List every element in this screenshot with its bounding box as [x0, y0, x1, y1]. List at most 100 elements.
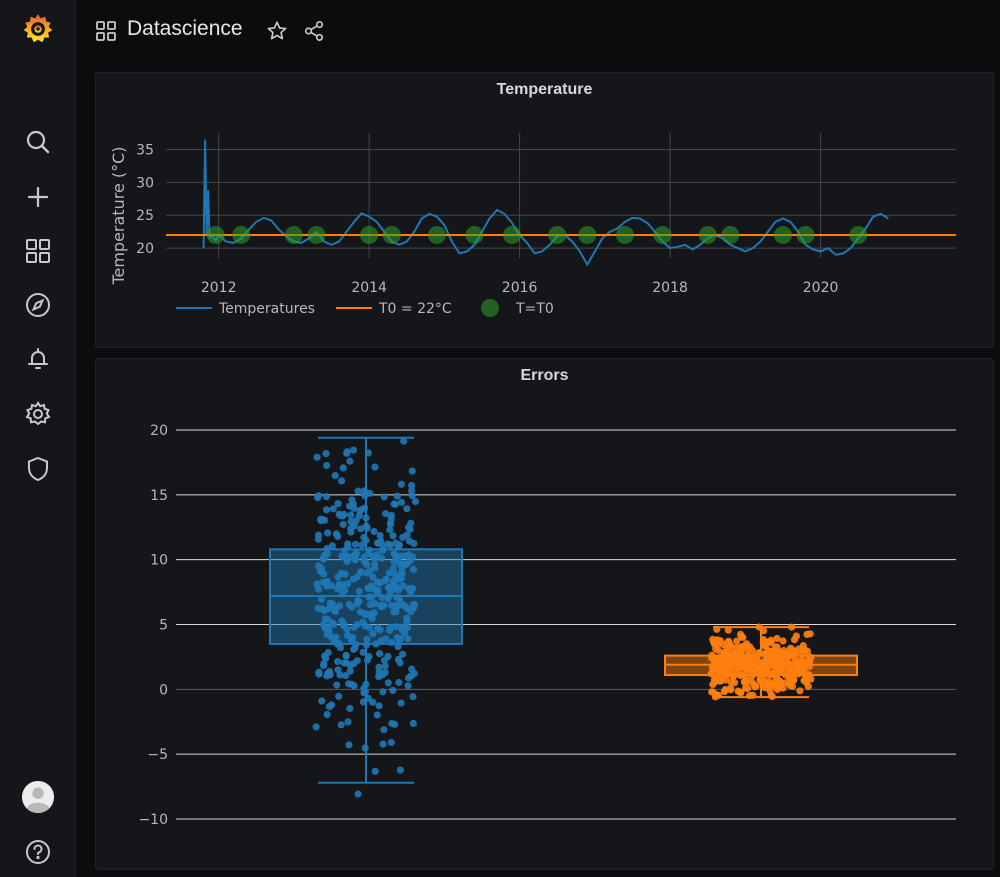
share-icon[interactable] [301, 18, 327, 44]
y-tick-label: 20 [150, 423, 168, 439]
data-point [369, 573, 377, 581]
configuration-icon[interactable] [21, 397, 55, 431]
data-point [365, 624, 373, 632]
data-point [343, 659, 351, 667]
data-point [336, 602, 344, 610]
panel-title[interactable]: Temperature [496, 81, 593, 98]
server-admin-icon[interactable] [21, 452, 55, 486]
search-icon[interactable] [21, 125, 55, 159]
x-tick-label: 2016 [502, 280, 538, 296]
user-avatar[interactable] [21, 780, 55, 814]
data-point [404, 674, 413, 682]
data-point [742, 683, 750, 691]
data-point [322, 450, 330, 458]
t-equals-t0-point [465, 225, 484, 244]
data-point [377, 554, 386, 562]
data-point [409, 719, 417, 727]
data-point [320, 570, 328, 578]
data-point [393, 492, 401, 500]
grafana-logo-icon[interactable] [21, 12, 55, 46]
create-icon[interactable] [21, 180, 55, 214]
data-point [382, 635, 390, 643]
data-point [361, 492, 369, 500]
panel-title[interactable]: Errors [520, 367, 569, 384]
data-point [746, 666, 755, 674]
data-point [363, 560, 371, 568]
dashboards-icon[interactable] [21, 234, 55, 268]
data-point [345, 600, 353, 608]
data-point [368, 584, 376, 592]
data-point [387, 520, 395, 528]
data-point [382, 575, 390, 583]
data-point [371, 560, 379, 568]
y-tick-label: 20 [136, 241, 154, 257]
t-equals-t0-point [307, 225, 326, 244]
y-tick-label: 5 [159, 618, 168, 634]
data-point [334, 666, 342, 674]
data-point [408, 481, 416, 489]
data-point [398, 626, 406, 634]
data-point [359, 648, 367, 656]
data-point [803, 647, 812, 655]
data-point [331, 472, 339, 480]
data-point [321, 652, 329, 660]
data-point [403, 560, 411, 568]
data-point [788, 682, 797, 690]
y-axis-label: Temperature (°C) [109, 146, 128, 285]
data-point [387, 588, 395, 596]
data-point [343, 448, 351, 456]
dashboard-grid-icon[interactable] [93, 18, 119, 44]
t-equals-t0-point [773, 225, 792, 244]
data-point [724, 626, 732, 634]
data-point [764, 638, 772, 646]
data-point [397, 480, 405, 488]
data-point [335, 510, 343, 518]
data-point [341, 570, 349, 578]
data-point [771, 649, 779, 657]
legend-swatch-t-equals-t0 [481, 299, 499, 317]
data-point [356, 506, 364, 515]
t-equals-t0-point [578, 225, 597, 244]
data-point [389, 564, 397, 572]
data-point [773, 656, 781, 664]
explore-icon[interactable] [21, 288, 55, 322]
data-point [751, 683, 759, 691]
data-point [318, 697, 326, 705]
data-point [764, 647, 773, 655]
data-point [398, 574, 406, 582]
star-icon[interactable] [264, 18, 290, 44]
y-tick-label: 25 [136, 208, 154, 224]
data-point [395, 678, 403, 687]
data-point [779, 684, 787, 692]
alerting-icon[interactable] [21, 342, 55, 376]
data-point [344, 718, 352, 726]
data-point [334, 532, 342, 540]
help-icon[interactable] [21, 835, 55, 869]
data-point [350, 623, 358, 631]
data-point [390, 550, 398, 558]
data-point [410, 669, 418, 678]
data-point [760, 678, 768, 686]
data-point [370, 527, 378, 536]
errors-chart: −10 −5 0 5 10 15 20 [138, 423, 956, 828]
data-point [717, 677, 725, 685]
y-tick-label: 35 [136, 142, 154, 158]
data-point [400, 437, 408, 445]
data-point [381, 662, 389, 670]
t-equals-t0-point [796, 225, 815, 244]
data-point [737, 689, 745, 697]
data-point [408, 584, 416, 592]
x-tick-label: 2020 [803, 280, 839, 296]
t-equals-t0-point [721, 225, 740, 244]
data-point [314, 604, 322, 612]
data-point [376, 650, 384, 658]
dashboard-title[interactable]: Datascience [127, 17, 243, 40]
data-point [355, 512, 363, 520]
data-point [733, 637, 741, 645]
data-point [349, 634, 357, 642]
data-point [371, 463, 379, 471]
legend-label-temperatures: Temperatures [218, 301, 315, 317]
data-point [403, 505, 411, 513]
data-point [406, 525, 414, 533]
data-point [787, 644, 795, 652]
